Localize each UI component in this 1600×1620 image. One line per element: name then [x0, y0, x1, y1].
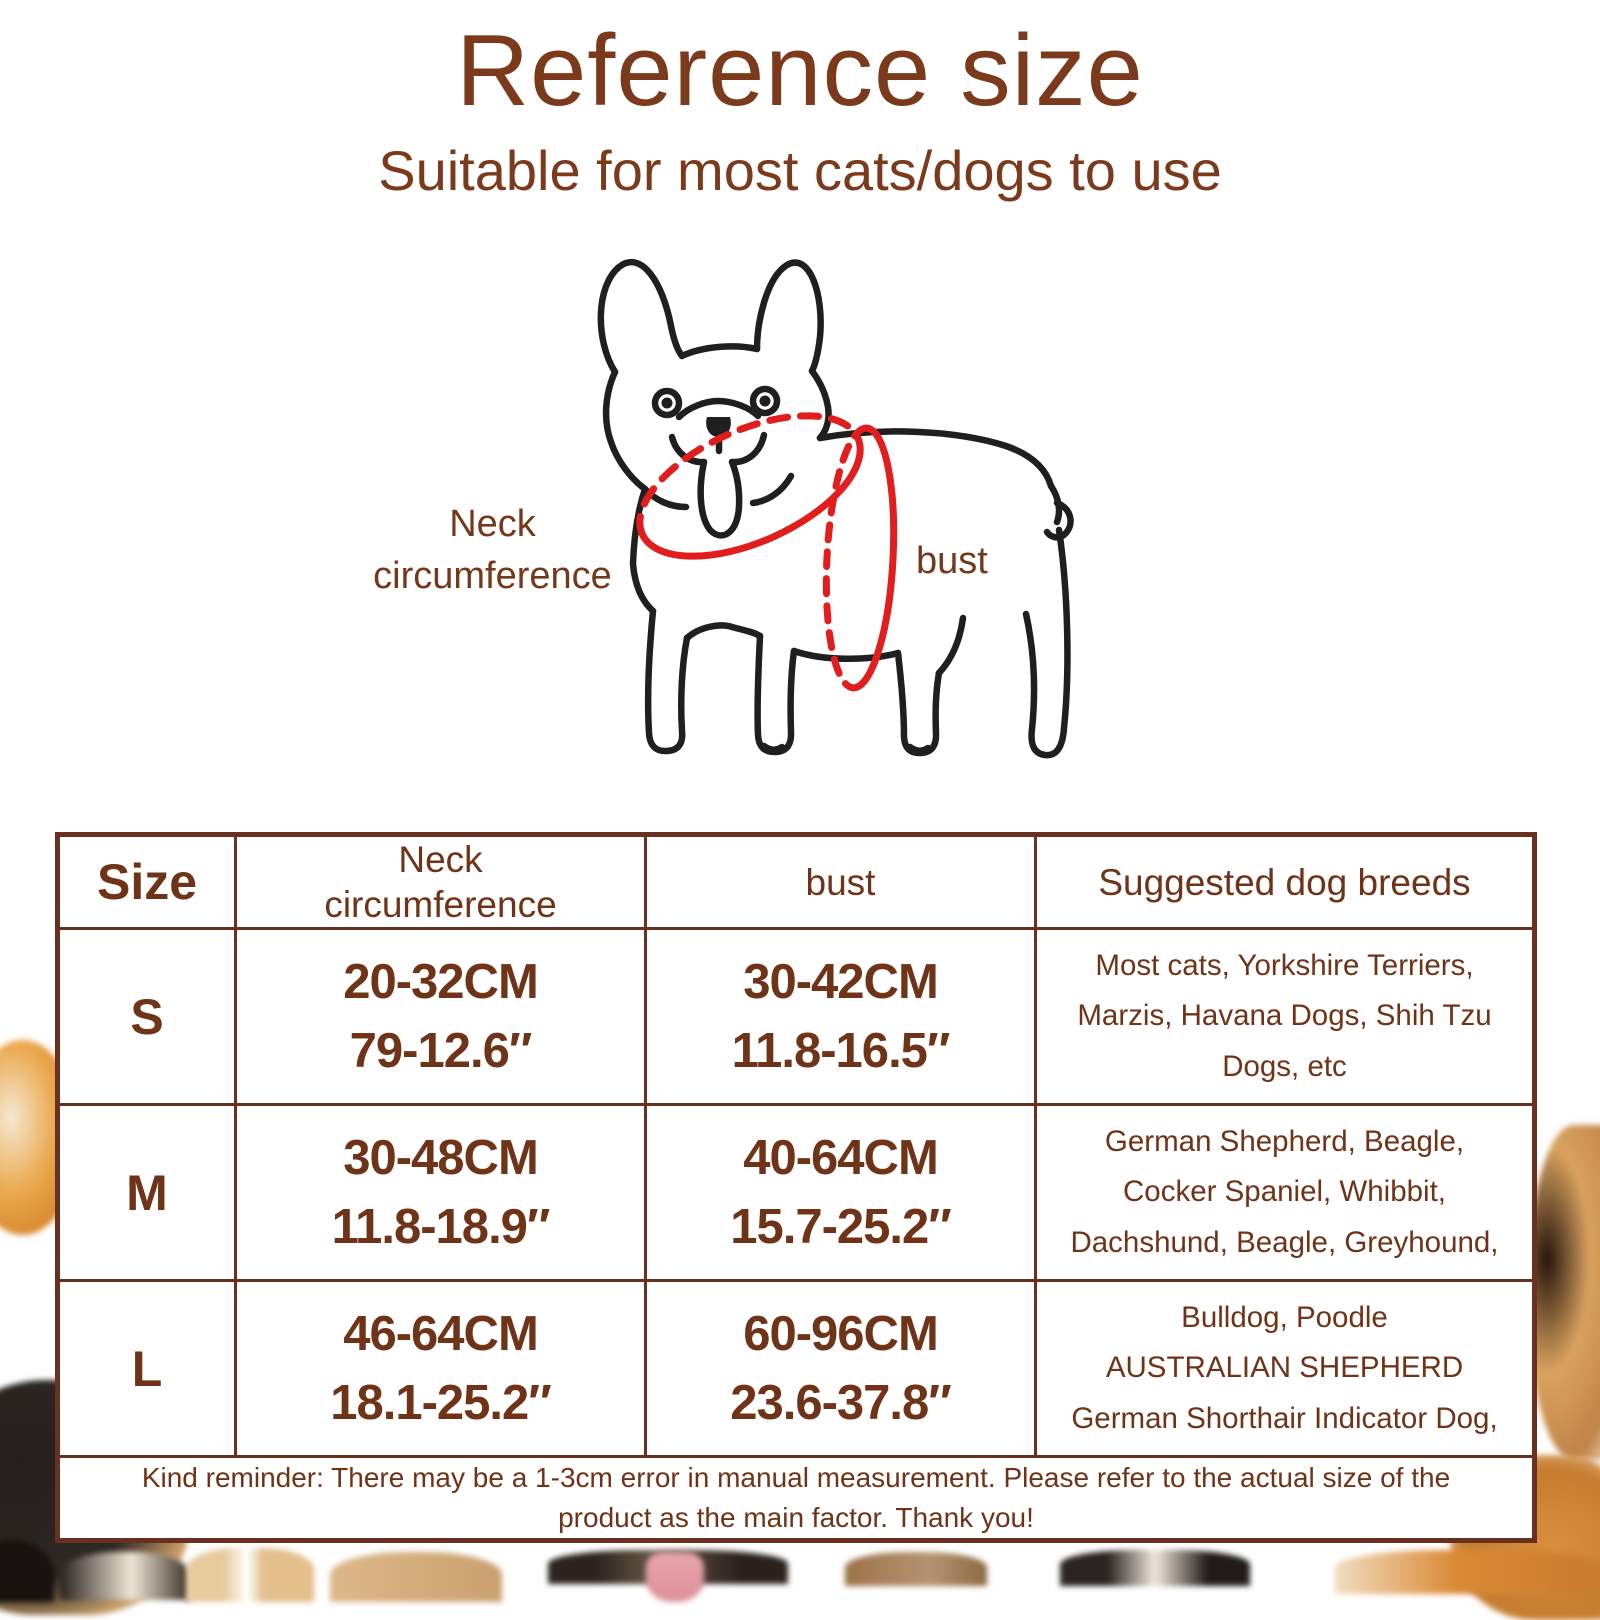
size-value: S: [56, 927, 237, 1107]
neck-measurement: 46-64CM 18.1-25.2″: [234, 1279, 647, 1459]
bust-inch: 23.6-37.8″: [730, 1376, 952, 1431]
background-pet-photo: [1060, 1550, 1250, 1586]
neck-measurement: 30-48CM 11.8-18.9″: [234, 1103, 647, 1283]
background-pet-photo: [60, 1552, 190, 1600]
bust-measure-ellipse: [822, 424, 898, 692]
col-header-neck: Neck circumference: [234, 832, 647, 931]
page-subtitle: Suitable for most cats/dogs to use: [378, 139, 1222, 202]
bust-cm: 30-42CM: [743, 955, 939, 1010]
background-pet-photo: [845, 1552, 987, 1586]
neck-cm: 46-64CM: [343, 1307, 539, 1362]
size-value: L: [56, 1279, 237, 1459]
size-table: Size Neck circumference bust Suggested d…: [55, 832, 1537, 1543]
table-row-l: L 46-64CM 18.1-25.2″ 60-96CM 23.6-37.8″ …: [56, 1279, 1536, 1459]
neck-measurement: 20-32CM 79-12.6″: [234, 927, 647, 1107]
bust-cm: 40-64CM: [743, 1131, 939, 1186]
bust-measurement: 60-96CM 23.6-37.8″: [644, 1279, 1037, 1459]
kind-reminder-note: Kind reminder: There may be a 1-3cm erro…: [56, 1455, 1536, 1542]
bust-inch: 15.7-25.2″: [730, 1200, 952, 1255]
size-value: M: [56, 1103, 237, 1283]
neck-inch: 11.8-18.9″: [331, 1200, 551, 1255]
dog-measurement-diagram: [560, 240, 1120, 800]
bust-measurement: 40-64CM 15.7-25.2″: [644, 1103, 1037, 1283]
neck-measure-ellipse: [636, 412, 864, 560]
neck-inch: 79-12.6″: [349, 1024, 533, 1079]
neck-circumference-label: Neck circumference: [373, 503, 612, 598]
bust-inch: 11.8-16.5″: [731, 1024, 951, 1079]
col-header-breeds: Suggested dog breeds: [1034, 832, 1536, 931]
background-pet-photo: [1335, 1550, 1600, 1594]
col-header-size: Size: [56, 832, 237, 931]
measurement-ellipses: [636, 412, 898, 692]
col-header-bust: bust: [644, 832, 1037, 931]
neck-cm: 30-48CM: [343, 1131, 539, 1186]
background-pet-photo: [1528, 1125, 1600, 1460]
background-pet-photo: [330, 1552, 502, 1602]
neck-cm: 20-32CM: [343, 955, 539, 1010]
suggested-breeds: Bulldog, Poodle AUSTRALIAN SHEPHERD Germ…: [1034, 1279, 1536, 1459]
neck-inch: 18.1-25.2″: [330, 1376, 552, 1431]
bust-label: bust: [916, 540, 988, 582]
dog-line-art: [597, 258, 1074, 759]
background-pet-photo: [186, 1548, 314, 1602]
suggested-breeds: German Shepherd, Beagle, Cocker Spaniel,…: [1034, 1103, 1536, 1283]
table-row-s: S 20-32CM 79-12.6″ 30-42CM 11.8-16.5″ Mo…: [56, 927, 1536, 1107]
bust-cm: 60-96CM: [743, 1307, 939, 1362]
table-row-m: M 30-48CM 11.8-18.9″ 40-64CM 15.7-25.2″ …: [56, 1103, 1536, 1283]
suggested-breeds: Most cats, Yorkshire Terriers, Marzis, H…: [1034, 927, 1536, 1107]
background-pet-photo: [646, 1552, 704, 1602]
bust-measurement: 30-42CM 11.8-16.5″: [644, 927, 1037, 1107]
page-title: Reference size: [456, 15, 1144, 127]
table-reminder-row: Kind reminder: There may be a 1-3cm erro…: [56, 1455, 1536, 1542]
table-header-row: Size Neck circumference bust Suggested d…: [56, 832, 1536, 931]
